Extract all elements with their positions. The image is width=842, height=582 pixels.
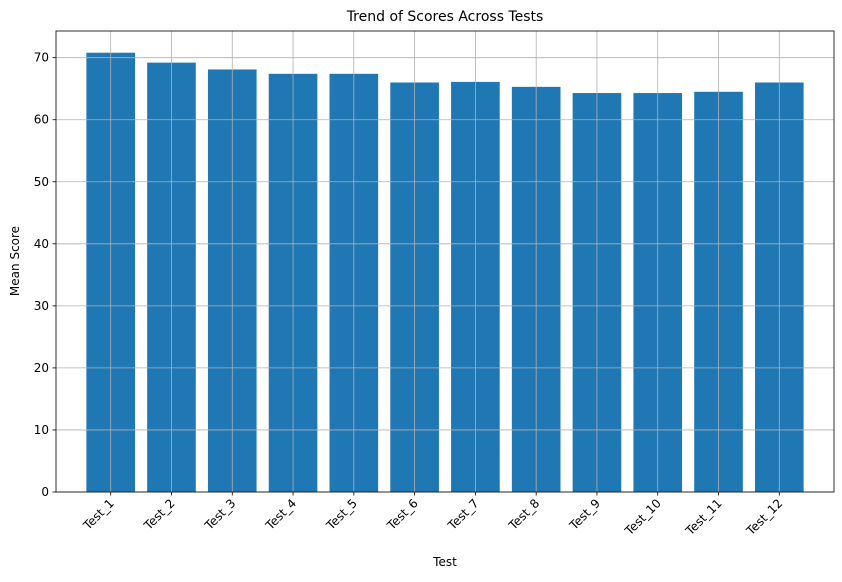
x-tick-label-Test_5: Test_5 (323, 496, 360, 533)
x-tick-label-Test_11: Test_11 (682, 496, 724, 538)
x-axis-label: Test (432, 555, 457, 569)
axes-layer (55, 30, 835, 493)
x-tick-label-Test_10: Test_10 (621, 496, 663, 538)
x-tick-label-Test_7: Test_7 (445, 496, 482, 533)
y-tick-label-70: 70 (34, 51, 49, 65)
y-tick-label-10: 10 (34, 423, 49, 437)
y-tick-label-50: 50 (34, 175, 49, 189)
chart-title: Trend of Scores Across Tests (346, 9, 544, 25)
x-tick-label-Test_8: Test_8 (505, 496, 542, 533)
bars-layer (86, 52, 804, 493)
y-tick-label-20: 20 (34, 361, 49, 375)
y-axis-label: Mean Score (8, 226, 22, 296)
x-tick-label-Test_1: Test_1 (80, 496, 117, 533)
y-tick-label-0: 0 (41, 485, 49, 499)
x-axis-ticks: Test_1 Test_2 Test_3 Test_4 Test_5 Test_6 Test… (80, 492, 785, 539)
x-tick-label-Test_2: Test_2 (141, 496, 178, 533)
plot-frame (55, 30, 835, 493)
x-tick-label-Test_4: Test_4 (262, 496, 299, 533)
x-tick-label-Test_3: Test_3 (201, 496, 238, 533)
y-tick-label-30: 30 (34, 299, 49, 313)
x-tick-label-Test_9: Test_9 (566, 496, 603, 533)
x-tick-label-Test_12: Test_12 (743, 496, 785, 538)
x-tick-label-Test_6: Test_6 (384, 496, 421, 533)
y-tick-label-40: 40 (34, 237, 49, 251)
y-tick-label-60: 60 (34, 113, 49, 127)
y-axis-ticks: 0 10 20 30 40 50 60 70 (34, 51, 56, 499)
